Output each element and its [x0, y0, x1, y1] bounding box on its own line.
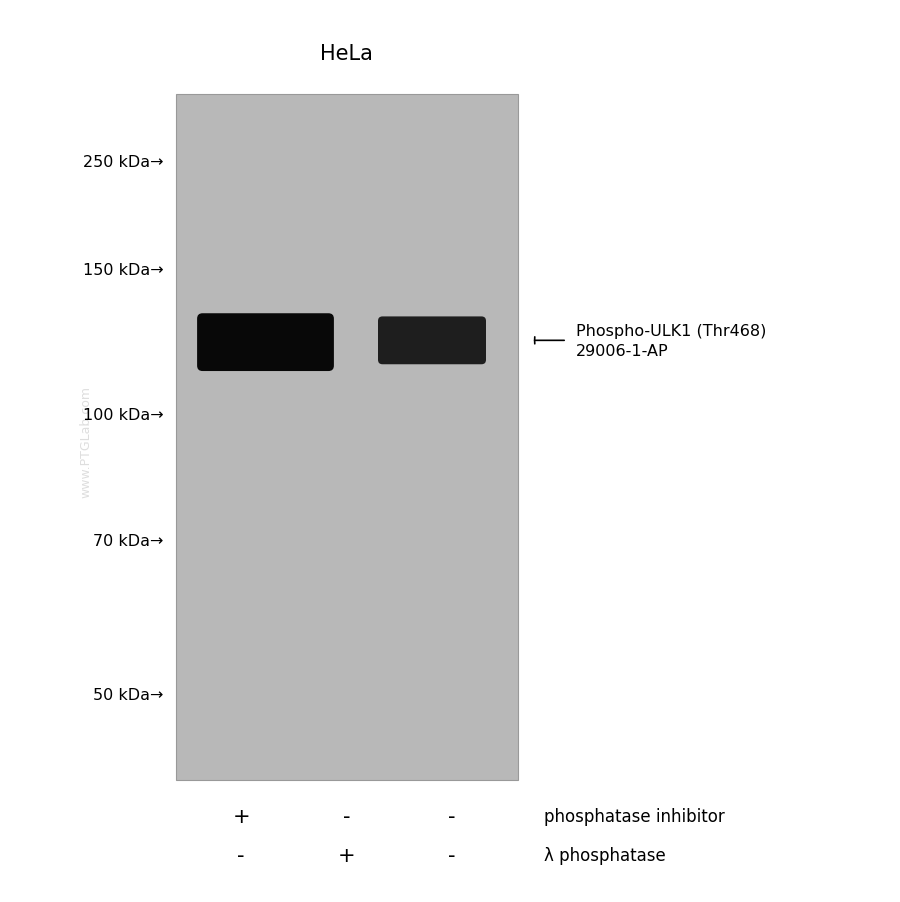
FancyBboxPatch shape — [378, 317, 486, 364]
Text: -: - — [448, 806, 455, 826]
Text: Phospho-ULK1 (Thr468)
29006-1-AP: Phospho-ULK1 (Thr468) 29006-1-AP — [576, 324, 767, 358]
Text: 100 kDa→: 100 kDa→ — [83, 408, 164, 422]
Text: -: - — [448, 845, 455, 865]
FancyBboxPatch shape — [197, 314, 334, 372]
Text: HeLa: HeLa — [320, 44, 373, 64]
Text: 50 kDa→: 50 kDa→ — [94, 687, 164, 702]
Text: -: - — [238, 845, 245, 865]
Bar — [176, 95, 518, 780]
Text: λ phosphatase: λ phosphatase — [544, 846, 666, 864]
Text: 70 kDa→: 70 kDa→ — [94, 534, 164, 548]
Text: +: + — [338, 845, 356, 865]
Bar — [180, 99, 513, 776]
Text: -: - — [343, 806, 350, 826]
Text: www.PTGLab.com: www.PTGLab.com — [79, 386, 92, 498]
Text: phosphatase inhibitor: phosphatase inhibitor — [544, 807, 725, 825]
Text: 250 kDa→: 250 kDa→ — [84, 155, 164, 170]
Text: 150 kDa→: 150 kDa→ — [83, 263, 164, 278]
Text: +: + — [232, 806, 250, 826]
